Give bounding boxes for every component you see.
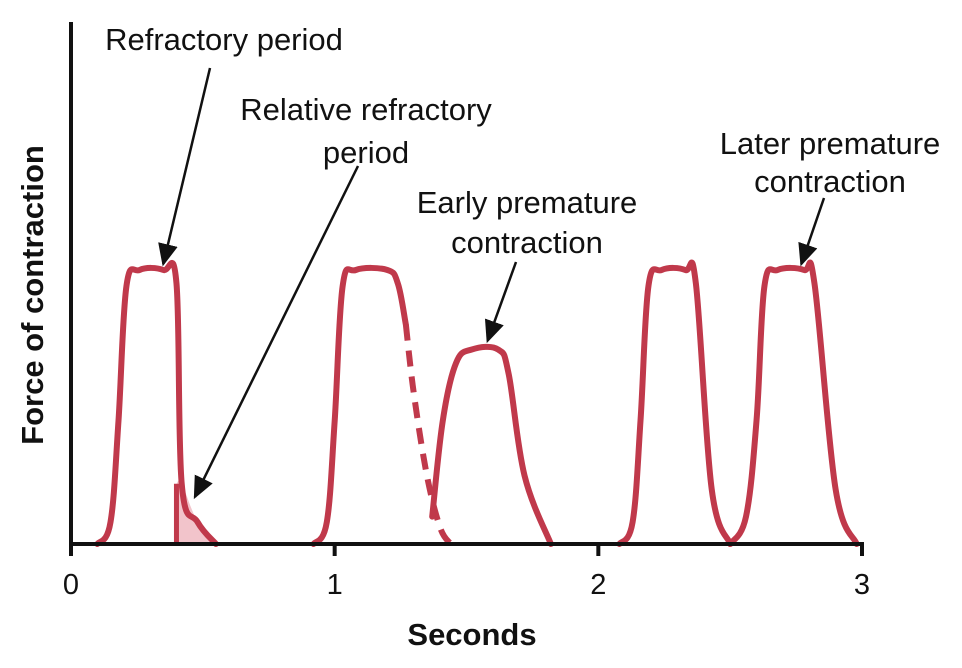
curve-layer — [94, 259, 860, 547]
annotation-arrow — [158, 67, 212, 267]
contraction-curve-4 — [429, 343, 554, 547]
x-axis-title: Seconds — [407, 617, 536, 652]
shade-layer — [173, 480, 216, 544]
annotation-arrow — [798, 197, 826, 267]
annotation-label: Early premature — [417, 185, 638, 220]
annotation-label: contraction — [451, 225, 603, 260]
annotation-label: Refractory period — [105, 22, 343, 57]
tick-layer: 0 1 2 3 — [63, 544, 870, 601]
annotation-label: Relative refractory — [240, 92, 492, 127]
contraction-curve-1 — [94, 259, 219, 547]
x-tick-label: 0 — [63, 569, 79, 601]
x-tick-label: 1 — [327, 569, 343, 601]
annotation-arrow — [193, 165, 360, 500]
contraction-curve-2 — [310, 264, 409, 547]
axis-layer — [69, 22, 864, 546]
arrow-layer — [158, 67, 826, 500]
x-tick-label: 3 — [854, 569, 870, 601]
relative-refractory-shade — [176, 480, 216, 544]
annotation-label: Later premature — [720, 126, 941, 161]
annotation-arrow — [484, 261, 518, 344]
annotation-label: period — [323, 135, 409, 170]
x-tick-label: 2 — [590, 569, 606, 601]
y-axis-title: Force of contraction — [15, 145, 50, 445]
contraction-curve-5 — [616, 259, 734, 547]
contraction-curve-6 — [727, 259, 860, 547]
annotation-label: contraction — [754, 164, 906, 199]
annotation-layer: Refractory period Relative refractory peri… — [105, 22, 940, 260]
contraction-curve-dashed — [402, 324, 454, 546]
